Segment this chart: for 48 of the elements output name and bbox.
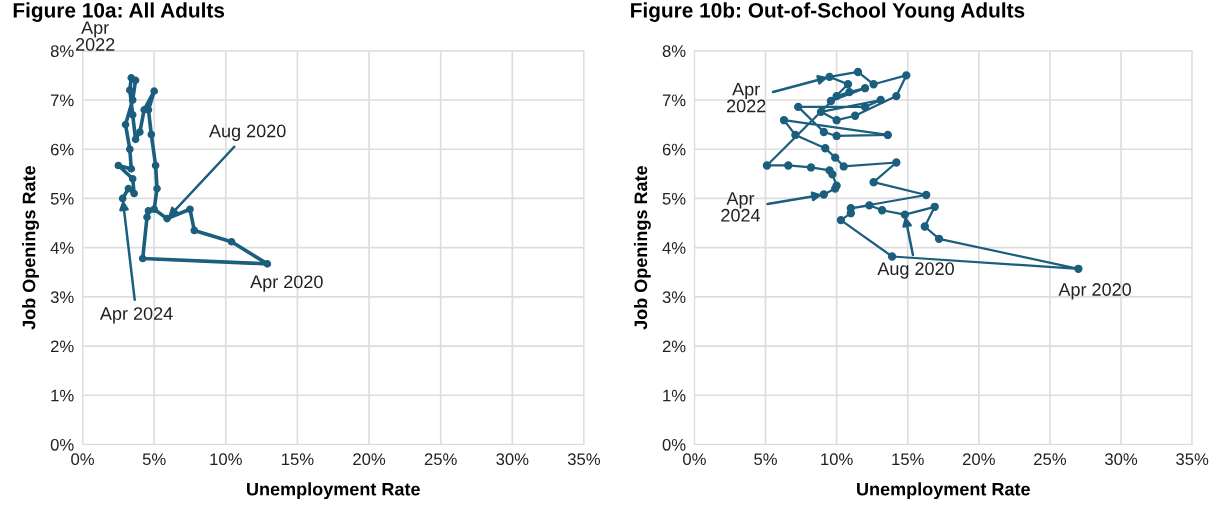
annotation: Apr 2020 [250,275,323,292]
annotation: Apr 2022 [727,82,766,113]
x-tick-label: 25% [1034,453,1067,466]
y-tick-label: 0% [50,438,74,451]
y-tick-label: 2% [50,340,74,353]
x-tick-label: 0% [71,453,94,466]
y-tick-label: 6% [662,143,686,156]
x-tick-label: 5% [142,453,166,466]
x-tick-label: 0% [683,453,706,466]
y-tick-label: 5% [662,192,686,205]
annotation: Apr 2020 [1058,283,1131,300]
x-tick-label: 5% [754,453,777,466]
y-tick-label: 1% [663,389,686,402]
y-tick-label: 1% [51,389,74,402]
y-tick-label: 4% [662,242,686,254]
annotation: Aug 2020 [877,262,954,279]
y-tick-label: 8% [662,45,686,57]
y-tick-label: 2% [662,340,686,353]
x-tick-label: 10% [210,453,242,466]
y-tick-label: 4% [50,242,74,254]
y-tick-label: 8% [50,45,74,57]
y-axis-title: Job Openings Rate [633,166,651,330]
x-tick-label: 15% [892,453,924,466]
x-tick-label: 30% [496,453,529,466]
x-tick-label: 35% [567,453,601,466]
y-tick-label: 7% [50,94,74,107]
x-tick-label: 20% [962,453,995,466]
x-tick-label: 20% [353,453,386,466]
annotation: Apr 2024 [721,192,761,222]
y-tick-label: 7% [662,94,686,107]
chart-title: Figure 10b: Out-of-School Young Adults [631,2,1025,22]
y-tick-label: 6% [50,143,74,156]
y-tick-label: 3% [662,291,686,304]
x-axis-title: Unemployment Rate [857,482,1030,500]
x-tick-label: 25% [424,453,457,466]
y-tick-label: 5% [50,192,74,205]
x-axis-title: Unemployment Rate [247,482,420,500]
annotation: Apr 2022 [75,21,115,51]
annotation: Apr 2024 [99,307,173,324]
y-axis-title: Job Openings Rate [22,166,40,330]
x-tick-label: 30% [1105,453,1138,466]
annotation: Aug 2020 [209,124,286,141]
x-tick-label: 15% [282,453,314,466]
x-tick-label: 35% [1176,453,1209,466]
y-tick-label: 3% [50,291,74,304]
y-tick-label: 0% [662,438,686,451]
chart-title: Figure 10a: All Adults [13,2,225,22]
x-tick-label: 10% [821,453,853,466]
